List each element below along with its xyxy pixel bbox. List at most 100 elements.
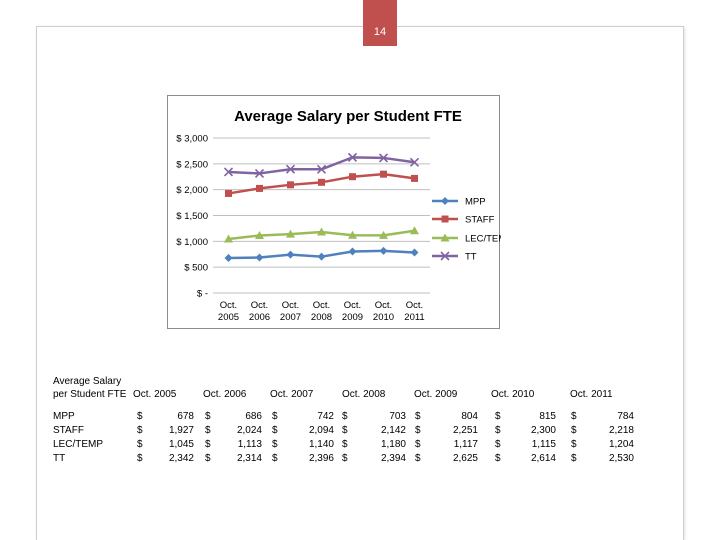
table-column-header: Oct. 2008 — [342, 389, 386, 400]
table-cell-value: 1,117 — [453, 439, 478, 450]
data-point-x — [378, 153, 389, 163]
currency-symbol: $ — [342, 411, 348, 422]
data-point-diamond — [317, 252, 326, 261]
y-tick-label: $ 500 — [184, 263, 208, 274]
data-point-diamond — [379, 246, 388, 255]
table-header-label: per Student FTE — [53, 389, 127, 400]
table-cell-value: 1,927 — [168, 425, 194, 436]
table-row-label: TT — [53, 453, 66, 464]
table-column-header: Oct. 2011 — [570, 389, 613, 400]
table-cell-value: 2,625 — [452, 453, 478, 464]
currency-symbol: $ — [571, 439, 577, 450]
legend-label: TT — [465, 252, 477, 263]
data-point-x — [316, 164, 327, 174]
data-point-diamond — [224, 253, 233, 262]
line-chart: Average Salary per Student FTE $ - $ 500 $ … — [176, 108, 501, 323]
currency-symbol: $ — [272, 439, 278, 450]
currency-symbol: $ — [137, 453, 143, 464]
table-column-header: Oct. 2006 — [203, 389, 247, 400]
currency-symbol: $ — [415, 411, 421, 422]
data-point-x — [347, 152, 358, 162]
table-column-header: Oct. 2005 — [133, 389, 177, 400]
y-tick-label: $ 3,000 — [176, 134, 208, 145]
table-cell-value: 2,251 — [452, 425, 478, 436]
table-cell-value: 686 — [245, 411, 262, 422]
currency-symbol: $ — [205, 453, 211, 464]
x-tick-label: 2007 — [280, 312, 301, 323]
x-tick-label: 2006 — [249, 312, 270, 323]
data-point-x — [285, 164, 296, 174]
data-point-triangle — [317, 227, 326, 236]
table-cell-value: 2,024 — [236, 425, 262, 436]
data-point-diamond — [441, 197, 449, 205]
table-cell-value: 1,140 — [308, 439, 334, 450]
currency-symbol: $ — [495, 453, 501, 464]
table-cell-value: 804 — [461, 411, 478, 422]
currency-symbol: $ — [571, 425, 577, 436]
table-cell-value: 2,342 — [168, 453, 194, 464]
currency-symbol: $ — [495, 425, 501, 436]
data-point-diamond — [286, 250, 295, 259]
data-point-square — [256, 184, 263, 192]
data-point-square — [441, 215, 449, 223]
currency-symbol: $ — [272, 411, 278, 422]
table-row-label: STAFF — [53, 425, 84, 436]
data-point-triangle — [379, 230, 388, 239]
table-cell-value: 1,045 — [168, 439, 194, 450]
table-cell-value: 1,115 — [531, 439, 556, 450]
currency-symbol: $ — [205, 439, 211, 450]
x-tick-label: Oct. — [406, 300, 423, 311]
table-column-header: Oct. 2007 — [270, 389, 314, 400]
y-tick-label: $ 1,000 — [176, 237, 208, 248]
x-tick-label: 2009 — [342, 312, 363, 323]
data-point-square — [287, 181, 294, 189]
table-cell-value: 2,396 — [308, 453, 334, 464]
data-point-x — [440, 251, 450, 261]
currency-symbol: $ — [571, 453, 577, 464]
table-cell-value: 742 — [317, 411, 334, 422]
page-number-tab — [363, 0, 397, 46]
table-cell-value: 2,218 — [608, 425, 634, 436]
data-point-square — [318, 178, 325, 186]
legend-label: LEC/TEMP — [465, 234, 501, 245]
currency-symbol: $ — [415, 453, 421, 464]
table-row-label: MPP — [53, 411, 75, 422]
currency-symbol: $ — [495, 411, 501, 422]
table-cell-value: 703 — [389, 411, 406, 422]
table-header-label: Average Salary — [53, 376, 122, 387]
table-cell-value: 1,180 — [380, 439, 406, 450]
table-cell-value: 2,394 — [380, 453, 406, 464]
table-cell-value: 1,204 — [608, 439, 634, 450]
currency-symbol: $ — [415, 439, 421, 450]
y-tick-label: $ 2,500 — [176, 159, 208, 170]
x-tick-label: Oct. — [313, 300, 330, 311]
table-column-header: Oct. 2009 — [414, 389, 458, 400]
x-tick-label: Oct. — [251, 300, 268, 311]
table-cell-value: 2,314 — [236, 453, 262, 464]
x-tick-label: Oct. — [375, 300, 392, 311]
currency-symbol: $ — [137, 411, 143, 422]
currency-symbol: $ — [495, 439, 501, 450]
table-cell-value: 2,300 — [530, 425, 556, 436]
data-point-x — [223, 167, 234, 177]
x-tick-label: Oct. — [344, 300, 361, 311]
data-point-triangle — [286, 229, 295, 238]
currency-symbol: $ — [342, 439, 348, 450]
x-tick-label: 2005 — [218, 312, 239, 323]
data-point-square — [411, 174, 418, 182]
page-number: 14 — [373, 26, 387, 38]
currency-symbol: $ — [205, 411, 211, 422]
currency-symbol: $ — [571, 411, 577, 422]
data-point-square — [380, 170, 387, 178]
data-point-diamond — [410, 248, 419, 257]
y-tick-label: $ 1,500 — [176, 211, 208, 222]
data-point-triangle — [255, 230, 264, 239]
currency-symbol: $ — [205, 425, 211, 436]
data-point-square — [225, 189, 232, 197]
table-row-label: LEC/TEMP — [53, 439, 104, 450]
table-cell-value: 2,142 — [380, 425, 406, 436]
chart-title: Average Salary per Student FTE — [234, 108, 462, 125]
data-point-triangle — [410, 226, 419, 235]
x-tick-label: 2010 — [373, 312, 394, 323]
data-point-triangle — [224, 234, 233, 243]
